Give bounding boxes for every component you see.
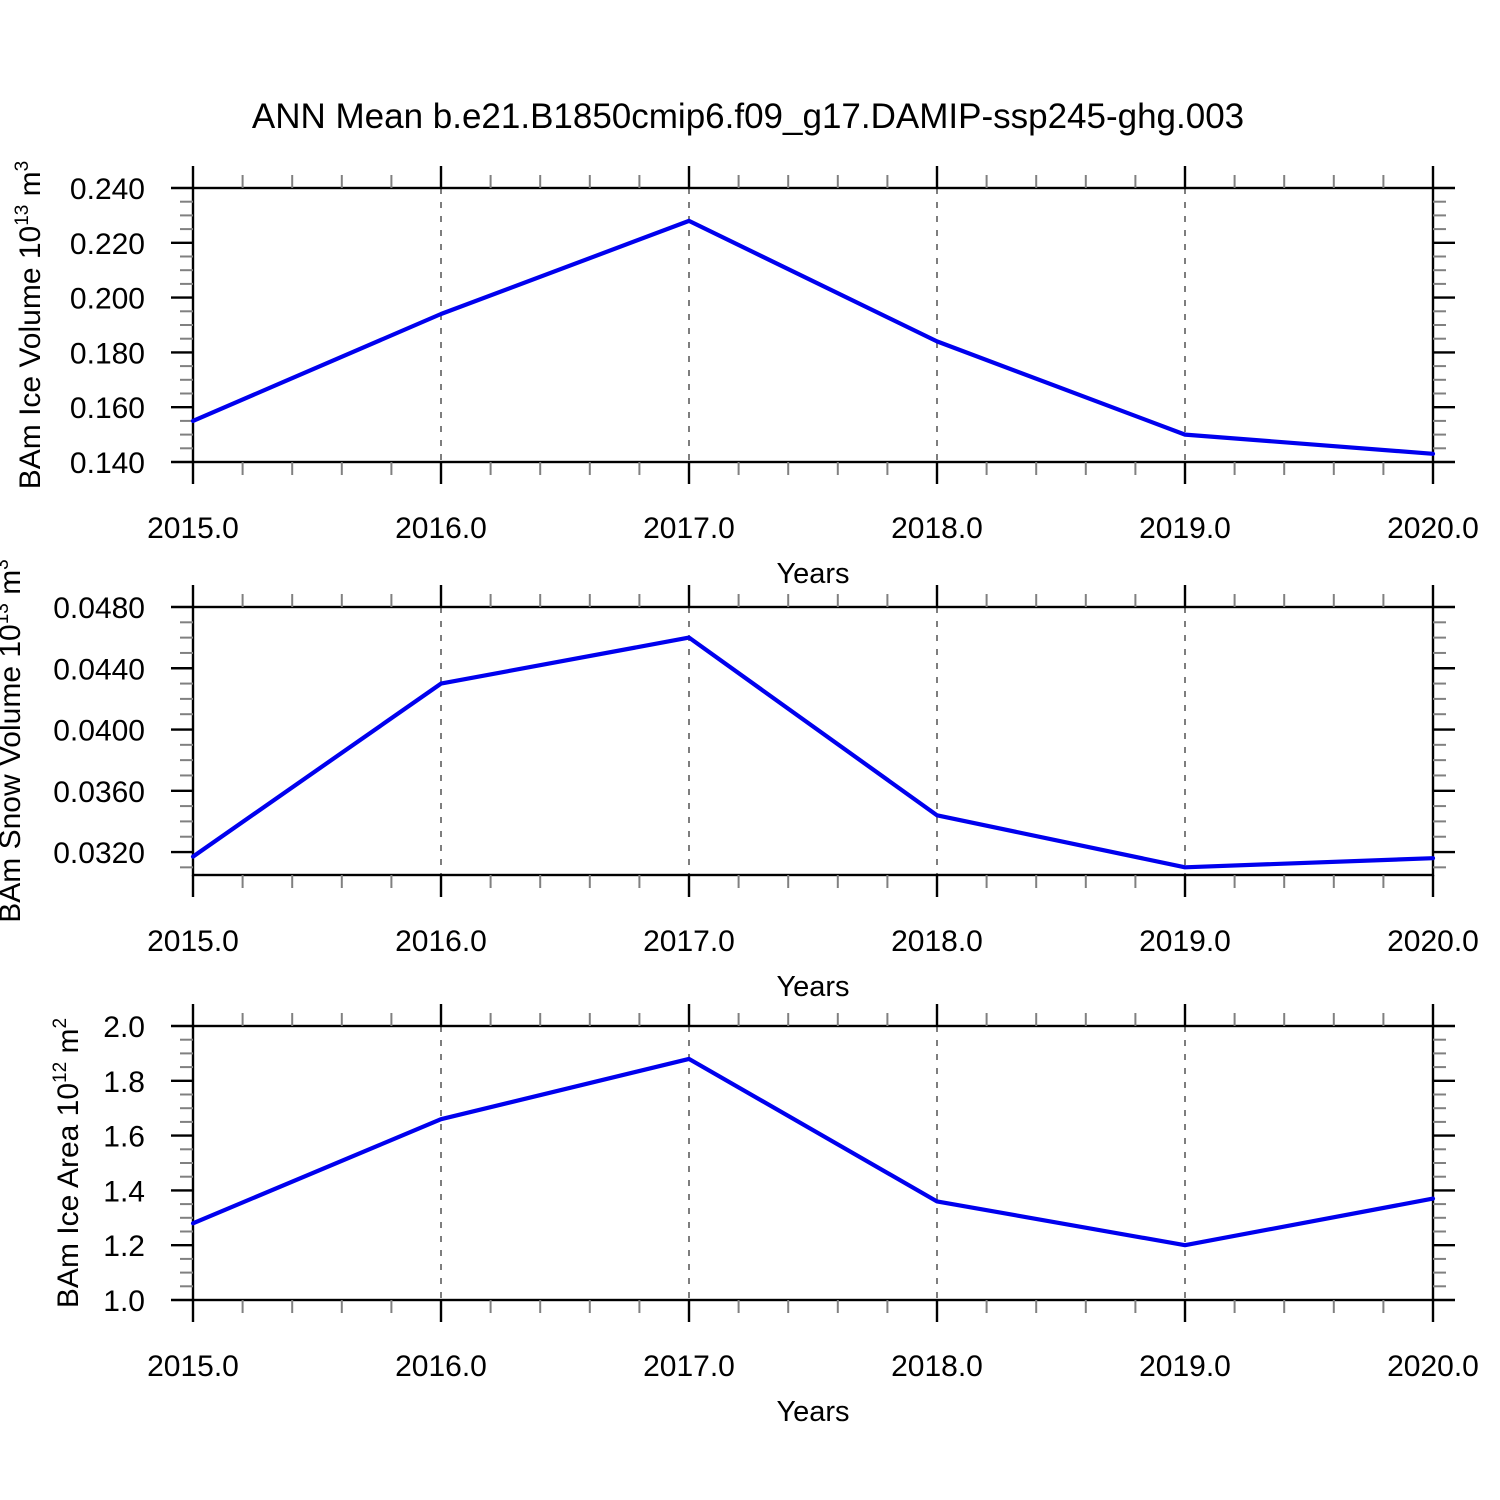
y-tick-label: 1.2	[103, 1230, 145, 1263]
y-ticks	[171, 605, 1455, 869]
y-tick-labels: 0.0320 0.0360 0.0400 0.0440 0.0480	[53, 592, 145, 870]
y-tick-label: 1.8	[103, 1066, 145, 1099]
x-tick-label: 2015.0	[147, 512, 239, 545]
y-tick-label: 1.0	[103, 1285, 145, 1318]
y-tick-label: 0.180	[70, 337, 145, 370]
x-tick-label: 2020.0	[1387, 925, 1479, 958]
y-tick-label: 0.160	[70, 392, 145, 425]
x-tick-label: 2017.0	[643, 512, 735, 545]
y-tick-label: 0.200	[70, 283, 145, 316]
y-tick-label: 0.240	[70, 173, 145, 206]
y-tick-labels: 0.140 0.160 0.180 0.200 0.220 0.240	[70, 173, 145, 480]
plot-frame	[191, 1024, 1435, 1302]
x-tick-label: 2015.0	[147, 1350, 239, 1383]
x-tick-label: 2017.0	[643, 1350, 735, 1383]
x-tick-label: 2016.0	[395, 925, 487, 958]
x-axis-title: Years	[776, 558, 849, 590]
x-tick-label: 2017.0	[643, 925, 735, 958]
x-tick-label: 2019.0	[1139, 1350, 1231, 1383]
x-tick-label: 2020.0	[1387, 512, 1479, 545]
y-axis-title: BAm Ice Area 1012 m2	[50, 1018, 85, 1308]
x-ticks	[191, 166, 1435, 484]
y-axis-title: BAm Snow Volume 1013 m3	[0, 559, 27, 923]
x-tick-label: 2015.0	[147, 925, 239, 958]
y-tick-label: 0.0320	[53, 837, 145, 870]
x-ticks	[191, 1004, 1435, 1322]
plot-frame	[191, 605, 1435, 877]
data-line-ice-volume	[190, 218, 1436, 456]
x-tick-label: 2019.0	[1139, 925, 1231, 958]
chart-title: ANN Mean b.e21.B1850cmip6.f09_g17.DAMIP-…	[251, 97, 1245, 136]
x-tick-labels: 2015.0 2016.0 2017.0 2018.0 2019.0 2020.0	[147, 1350, 1479, 1383]
panel-ice-volume: 2015.0 2016.0 2017.0 2018.0 2019.0 2020.0 0.14…	[12, 161, 1479, 590]
x-axis-title: Years	[776, 971, 849, 1003]
y-tick-label: 0.0440	[53, 653, 145, 686]
x-tick-labels: 2015.0 2016.0 2017.0 2018.0 2019.0 2020.0	[147, 512, 1479, 545]
data-line-ice-area	[190, 1056, 1436, 1248]
vertical-gridlines	[440, 188, 1186, 462]
y-ticks	[171, 186, 1455, 464]
x-ticks	[191, 585, 1435, 897]
panel-ice-area: 2015.0 2016.0 2017.0 2018.0 2019.0 2020.01.01…	[50, 1004, 1479, 1428]
vertical-gridlines	[440, 1026, 1186, 1300]
y-tick-label: 0.140	[70, 447, 145, 480]
x-tick-label: 2018.0	[891, 1350, 983, 1383]
x-tick-label: 2018.0	[891, 925, 983, 958]
y-tick-label: 0.0480	[53, 592, 145, 625]
y-tick-label: 0.0400	[53, 715, 145, 748]
y-tick-label: 0.0360	[53, 776, 145, 809]
x-tick-label: 2018.0	[891, 512, 983, 545]
x-tick-label: 2016.0	[395, 1350, 487, 1383]
y-tick-label: 2.0	[103, 1011, 145, 1044]
y-tick-label: 0.220	[70, 228, 145, 261]
y-tick-labels: 1.0 1.2 1.4 1.6 1.8 2.0	[103, 1011, 145, 1318]
y-tick-label: 1.4	[103, 1175, 145, 1208]
y-axis-title: BAm Ice Volume 1013 m3	[12, 161, 47, 490]
vertical-gridlines	[440, 607, 1186, 875]
y-ticks	[171, 1024, 1455, 1302]
x-tick-labels: 2015.0 2016.0 2017.0 2018.0 2019.0 2020.0	[147, 925, 1479, 958]
x-axis-title: Years	[776, 1396, 849, 1428]
data-line-snow-volume	[190, 635, 1436, 870]
y-tick-label: 1.6	[103, 1121, 145, 1154]
x-tick-label: 2019.0	[1139, 512, 1231, 545]
plot-frame	[191, 186, 1435, 464]
x-tick-label: 2020.0	[1387, 1350, 1479, 1383]
x-tick-label: 2016.0	[395, 512, 487, 545]
panel-snow-volume: 2015.0 2016.0 2017.0 2018.0 2019.0 2020.0 0.03…	[0, 559, 1479, 1003]
